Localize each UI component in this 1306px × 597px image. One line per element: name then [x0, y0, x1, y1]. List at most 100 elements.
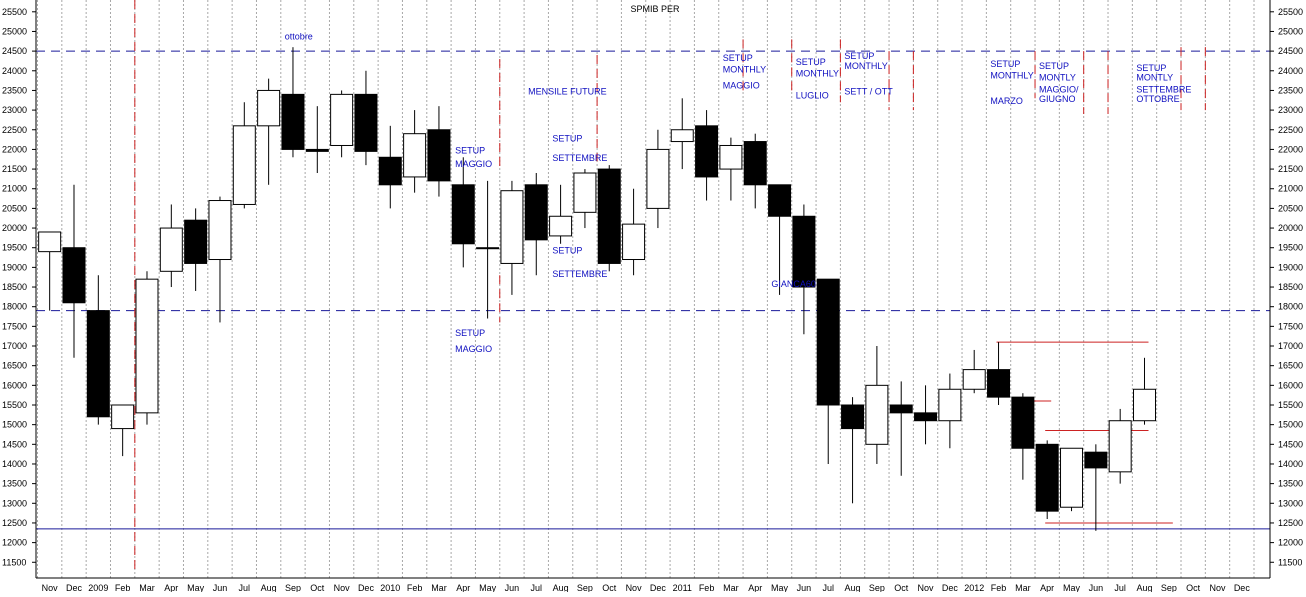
annotation-label: MARZO: [990, 96, 1023, 106]
annotation-label: MONTHLY: [796, 69, 839, 79]
candle-body: [62, 247, 86, 304]
x-tick-label: Apr: [1040, 583, 1054, 592]
y-tick-label-left: 20500: [2, 203, 27, 213]
candle-body: [768, 184, 792, 217]
y-tick-label-right: 12000: [1278, 538, 1303, 548]
annotation-label: SETUP: [844, 51, 874, 61]
labels-layer: SPMIB PER 11500 11500 12000 12000 12500 12500…: [2, 4, 1303, 593]
annotation-label: MAGGIO: [455, 159, 492, 169]
candle-body: [1108, 420, 1132, 473]
annotation-label: MONTLY: [1136, 73, 1173, 83]
x-tick-label: Oct: [894, 583, 909, 592]
candle-body: [524, 184, 548, 241]
grid-layer: [32, 0, 1274, 578]
candle-body: [743, 141, 767, 186]
y-tick-label-right: 22500: [1278, 125, 1303, 135]
x-tick-label: Nov: [42, 583, 59, 592]
candle-body: [719, 144, 743, 170]
x-tick-label: Nov: [918, 583, 935, 592]
annotation-label: SETUP: [552, 246, 582, 256]
candle-body: [184, 219, 208, 264]
x-tick-label: Jun: [505, 583, 520, 592]
y-tick-label-left: 17000: [2, 341, 27, 351]
annotation-label: SETUP: [796, 57, 826, 67]
annotation-label: SETTEMBRE: [1136, 84, 1191, 94]
y-tick-label-left: 14500: [2, 439, 27, 449]
annotation-label: GIUGNO: [1039, 94, 1076, 104]
candle-body: [403, 133, 427, 178]
y-tick-label-right: 19500: [1278, 243, 1303, 253]
x-tick-label: Apr: [164, 583, 178, 592]
candle-body: [962, 369, 986, 390]
x-tick-label: Dec: [650, 583, 667, 592]
y-tick-label-right: 18000: [1278, 302, 1303, 312]
x-tick-label: Nov: [626, 583, 643, 592]
y-tick-label-left: 11500: [2, 557, 26, 567]
x-tick-label: Feb: [407, 583, 423, 592]
annotation-label: MONTHLY: [844, 61, 887, 71]
y-tick-label-right: 25500: [1278, 7, 1303, 17]
x-tick-label: Jul: [239, 583, 251, 592]
annotation-label: SETTEMBRE: [552, 269, 607, 279]
y-tick-label-left: 13500: [2, 479, 27, 489]
candle-body: [792, 215, 816, 288]
y-tick-label-left: 22000: [2, 144, 27, 154]
y-tick-label-right: 13500: [1278, 479, 1303, 489]
candle-body: [622, 223, 646, 261]
x-tick-label: Apr: [456, 583, 470, 592]
y-tick-label-right: 16500: [1278, 361, 1303, 371]
x-tick-label: Oct: [602, 583, 617, 592]
annotation-label: SETUP: [990, 59, 1020, 69]
y-tick-label-right: 24000: [1278, 66, 1303, 76]
candle-body: [257, 89, 281, 127]
y-tick-label-right: 21000: [1278, 184, 1303, 194]
annotation-label: GIANCA60: [771, 279, 816, 289]
candle-body: [1060, 447, 1084, 508]
y-tick-label-right: 17000: [1278, 341, 1303, 351]
candle-body: [378, 156, 402, 186]
x-tick-label: May: [479, 583, 497, 592]
annotation-label: MONTLY: [1039, 73, 1076, 83]
y-tick-label-right: 15000: [1278, 420, 1303, 430]
y-tick-label-left: 17500: [2, 321, 27, 331]
candle-body: [305, 148, 329, 152]
candle-body: [38, 231, 62, 253]
x-tick-label: Dec: [1234, 583, 1251, 592]
y-tick-label-right: 20500: [1278, 203, 1303, 213]
y-tick-label-left: 12500: [2, 518, 27, 528]
candle-body: [500, 190, 524, 264]
x-tick-label: May: [1063, 583, 1081, 592]
annotation-label: MAGGIO/: [1039, 84, 1079, 94]
x-tick-label: Nov: [1209, 583, 1226, 592]
x-tick-label: Dec: [358, 583, 375, 592]
y-tick-label-left: 18000: [2, 302, 27, 312]
candle-body: [330, 93, 354, 146]
candle-body: [549, 215, 573, 237]
candle-body: [695, 125, 719, 178]
y-tick-label-right: 15500: [1278, 400, 1303, 410]
x-tick-label: Feb: [115, 583, 131, 592]
annotation-label: MONTHLY: [990, 71, 1033, 81]
y-tick-label-right: 22000: [1278, 144, 1303, 154]
x-tick-label: Sep: [285, 583, 301, 592]
annotation-label: SETUP: [455, 328, 485, 338]
y-tick-label-left: 16500: [2, 361, 27, 371]
x-tick-label: 2009: [88, 583, 108, 592]
y-tick-label-left: 22500: [2, 125, 27, 135]
y-tick-label-left: 23500: [2, 85, 27, 95]
y-tick-label-left: 21000: [2, 184, 27, 194]
x-tick-label: Jul: [531, 583, 543, 592]
x-tick-label: May: [771, 583, 789, 592]
annotation-label: LUGLIO: [796, 90, 829, 100]
x-tick-label: Nov: [334, 583, 351, 592]
x-tick-label: Sep: [869, 583, 885, 592]
y-tick-label-right: 16000: [1278, 380, 1303, 390]
y-tick-label-left: 12000: [2, 538, 27, 548]
candle-body: [1011, 396, 1035, 449]
candle-body: [1035, 443, 1059, 512]
y-tick-label-right: 23000: [1278, 105, 1303, 115]
x-tick-label: Aug: [845, 583, 861, 592]
annotation-label: SETUP: [455, 145, 485, 155]
x-tick-label: Feb: [699, 583, 715, 592]
candle-body: [208, 200, 232, 261]
